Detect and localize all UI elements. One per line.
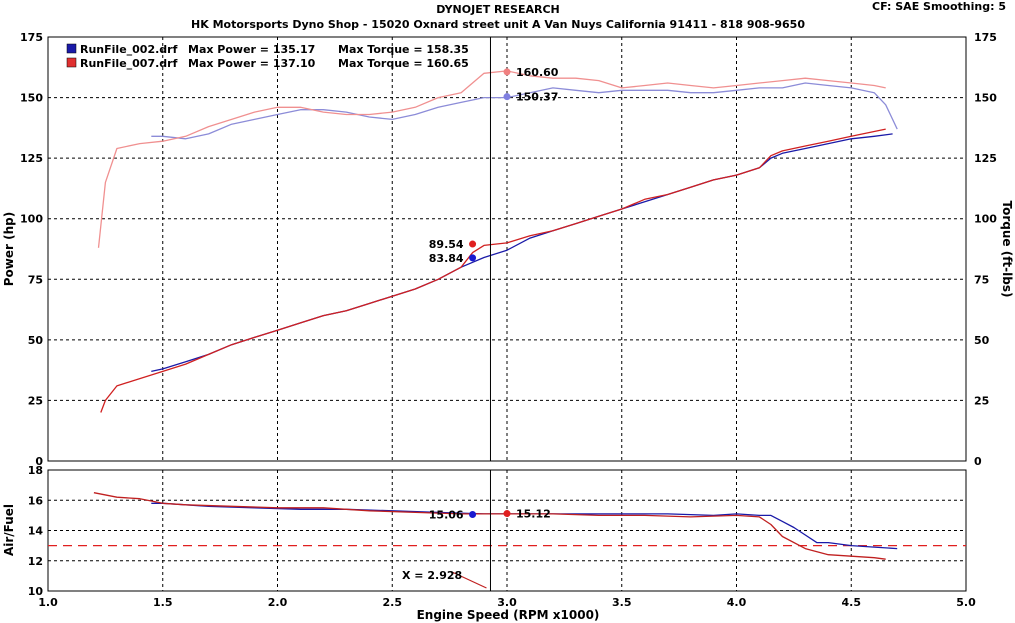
cursor-pointer-line xyxy=(451,571,487,589)
legend-swatch-run-002[interactable] xyxy=(66,43,77,54)
power-torque-annotation-label-0: 160.60 xyxy=(516,66,559,79)
y-tick-right-1: 25 xyxy=(974,394,989,407)
legend-torque-run-002: Max Torque = 158.35 xyxy=(338,43,469,56)
afr-annotation-marker-0 xyxy=(469,510,477,518)
y-tick-right-2: 50 xyxy=(974,334,990,347)
y-tick-right-4: 100 xyxy=(974,213,997,226)
power-torque-annotation-label-1: 150.37 xyxy=(516,91,558,104)
header-settings: CF: SAE Smoothing: 5 xyxy=(872,0,1006,13)
y-tick-right-7: 175 xyxy=(974,31,997,44)
x-tick-5: 3.5 xyxy=(612,596,632,609)
cursor-readout: X = 2.928 xyxy=(402,569,462,582)
afr-y-tick-0: 10 xyxy=(28,585,44,598)
power-torque-annotation-label-3: 83.84 xyxy=(429,252,464,265)
header-title: DYNOJET RESEARCH xyxy=(436,3,559,16)
y-tick-right-3: 75 xyxy=(974,273,989,286)
afr-annotation-label-1: 15.12 xyxy=(516,508,551,521)
afr-line-run-007[interactable] xyxy=(93,492,886,560)
y-tick-right-6: 150 xyxy=(974,92,997,105)
power-torque-ticks: 0 0 25 25 50 50 75 75 100 100 125 125 150 150 175 175 xyxy=(20,31,997,468)
power-line-run-007[interactable] xyxy=(100,128,886,413)
y-tick-right-5: 125 xyxy=(974,152,997,165)
y-tick-left-7: 175 xyxy=(20,31,43,44)
afr-y-tick-2: 14 xyxy=(28,525,44,538)
x-axis-label: Engine Speed (RPM x1000) xyxy=(417,608,600,622)
x-tick-4: 3.0 xyxy=(497,596,517,609)
y-tick-right-0: 0 xyxy=(974,455,982,468)
air-fuel-series xyxy=(48,492,966,560)
afr-y-tick-4: 18 xyxy=(28,464,43,477)
y-axis-afr-label: Air/Fuel xyxy=(2,504,16,556)
afr-annotation-marker-1 xyxy=(503,510,511,518)
x-tick-8: 5.0 xyxy=(956,596,976,609)
legend-power-run-002: Max Power = 135.17 xyxy=(188,43,315,56)
torque-line-run-007[interactable] xyxy=(97,70,886,248)
y-tick-left-1: 25 xyxy=(28,394,43,407)
power-torque-annotation-marker-0 xyxy=(503,68,511,76)
legend-file-run-002: RunFile_002.drf xyxy=(80,43,178,56)
torque-line-run-002[interactable] xyxy=(151,82,898,140)
y-axis-right-label: Torque (ft-lbs) xyxy=(1000,201,1014,298)
x-tick-3: 2.5 xyxy=(383,596,403,609)
legend-file-run-007: RunFile_007.drf xyxy=(80,57,178,70)
legend-torque-run-007: Max Torque = 160.65 xyxy=(338,57,469,70)
power-torque-series xyxy=(97,70,898,413)
y-tick-left-5: 125 xyxy=(20,152,43,165)
x-tick-2: 2.0 xyxy=(268,596,288,609)
x-tick-6: 4.0 xyxy=(727,596,747,609)
x-tick-0: 1.0 xyxy=(38,596,58,609)
x-tick-7: 4.5 xyxy=(842,596,862,609)
air-fuel-grid xyxy=(48,470,966,591)
afr-y-tick-3: 16 xyxy=(28,494,44,507)
y-tick-left-2: 50 xyxy=(28,334,44,347)
y-tick-left-3: 75 xyxy=(28,273,43,286)
header-subtitle: HK Motorsports Dyno Shop - 15020 Oxnard … xyxy=(191,18,805,31)
y-axis-left-label: Power (hp) xyxy=(2,212,16,286)
power-torque-annotation-marker-2 xyxy=(469,240,477,248)
afr-y-tick-1: 12 xyxy=(28,555,43,568)
afr-annotation-label-0: 15.06 xyxy=(429,508,464,521)
y-tick-left-0: 0 xyxy=(35,455,43,468)
power-torque-annotation-marker-1 xyxy=(503,93,511,101)
power-torque-annotation-label-2: 89.54 xyxy=(429,238,464,251)
power-torque-annotation-marker-3 xyxy=(469,254,477,262)
legend-power-run-007: Max Power = 137.10 xyxy=(188,57,316,70)
y-tick-left-6: 150 xyxy=(20,92,43,105)
legend-swatch-run-007[interactable] xyxy=(66,57,77,68)
x-tick-1: 1.5 xyxy=(153,596,173,609)
air-fuel-ticks: 10 12 14 16 18 1.0 1.5 2.0 2.5 3.0 3.5 4.0 4.5 5.0 xyxy=(28,464,976,609)
afr-line-run-002[interactable] xyxy=(151,502,898,550)
legend: RunFile_002.drf Max Power = 135.17 Max T… xyxy=(66,43,469,70)
y-tick-left-4: 100 xyxy=(20,213,43,226)
